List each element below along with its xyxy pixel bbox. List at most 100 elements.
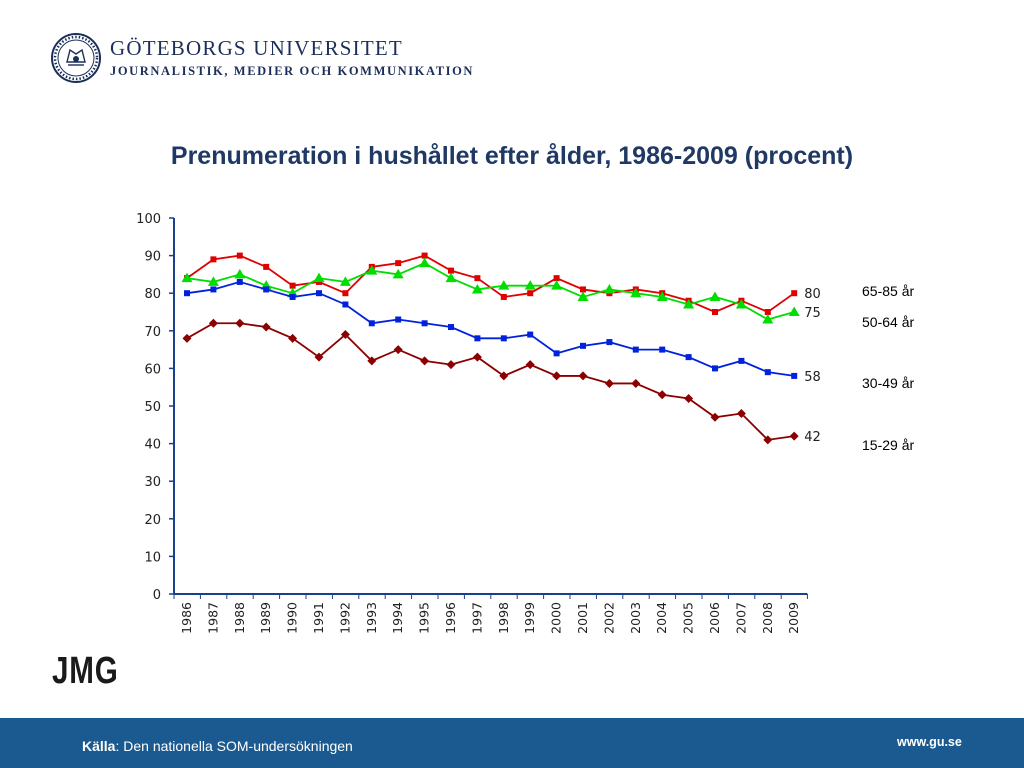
x-tick-label-1999: 1999 bbox=[522, 602, 537, 634]
series-1-point-2009 bbox=[788, 306, 800, 316]
series-1-point-1994 bbox=[392, 268, 404, 279]
series-2-point-2009 bbox=[791, 372, 798, 379]
series-2-point-1991 bbox=[316, 290, 322, 297]
series-2-point-2005 bbox=[685, 354, 692, 361]
department-name: JOURNALISTIK, MEDIER OCH KOMMUNIKATION bbox=[110, 64, 475, 78]
x-tick-label-2000: 2000 bbox=[549, 602, 564, 634]
x-tick-label-2004: 2004 bbox=[654, 602, 669, 634]
y-tick-label-90: 90 bbox=[144, 250, 161, 265]
series-3-point-1991 bbox=[314, 352, 324, 362]
series-3-point-1990 bbox=[288, 333, 298, 343]
series-1-point-1992 bbox=[339, 276, 351, 286]
series-2-point-2004 bbox=[659, 346, 666, 353]
series-0-point-1997 bbox=[474, 275, 481, 282]
series-0-point-2001 bbox=[580, 286, 586, 293]
y-tick-label-20: 20 bbox=[144, 513, 161, 528]
series-2-point-1993 bbox=[368, 320, 375, 327]
series-0-point-1994 bbox=[395, 260, 402, 267]
series-3-point-2005 bbox=[684, 393, 694, 403]
series-1-point-1986 bbox=[181, 272, 193, 283]
university-seal-icon bbox=[51, 33, 101, 83]
x-tick-label-1994: 1994 bbox=[390, 602, 405, 634]
series-2-point-1998 bbox=[500, 335, 507, 342]
series-1-point-1987 bbox=[207, 276, 219, 286]
series-0-point-1992 bbox=[342, 290, 349, 297]
university-name: GÖTEBORGS UNIVERSITET bbox=[110, 36, 403, 60]
series-2-point-1990 bbox=[289, 293, 296, 300]
x-tick-label-2008: 2008 bbox=[760, 602, 775, 634]
series-3-point-2009 bbox=[789, 431, 799, 441]
series-3-point-1995 bbox=[420, 356, 430, 366]
series-3-point-1988 bbox=[235, 318, 245, 328]
series-0-point-1987 bbox=[210, 256, 217, 263]
series-3-point-2007 bbox=[736, 409, 746, 419]
x-tick-label-2007: 2007 bbox=[733, 602, 748, 634]
series-1-point-2003 bbox=[630, 287, 642, 298]
series-1-point-1991 bbox=[313, 272, 325, 283]
series-0-point-2009 bbox=[791, 290, 798, 297]
x-tick-label-1986: 1986 bbox=[179, 602, 194, 634]
series-3-point-2002 bbox=[604, 378, 614, 388]
series-3-point-2003 bbox=[631, 378, 641, 388]
series-1-point-1997 bbox=[471, 283, 483, 294]
y-tick-label-10: 10 bbox=[144, 550, 161, 565]
series-2-point-1988 bbox=[236, 278, 243, 285]
y-tick-label-100: 100 bbox=[136, 212, 161, 227]
series-0-point-2008 bbox=[764, 309, 771, 315]
series-3-point-1997 bbox=[472, 352, 482, 362]
series-1-point-2006 bbox=[709, 291, 721, 301]
series-3-point-1986 bbox=[182, 333, 192, 343]
x-tick-label-1995: 1995 bbox=[417, 602, 432, 634]
x-tick-label-1993: 1993 bbox=[364, 602, 379, 634]
end-label-series-1: 75 bbox=[804, 306, 821, 321]
series-2-point-1997 bbox=[474, 335, 481, 342]
series-0-point-2006 bbox=[712, 309, 718, 315]
y-tick-label-40: 40 bbox=[144, 438, 161, 453]
legend-label-65-85: 65-85 år bbox=[862, 283, 915, 299]
series-3-point-1998 bbox=[499, 371, 509, 381]
series-1-point-2004 bbox=[656, 291, 668, 301]
legend-label-50-64: 50-64 år bbox=[862, 314, 915, 330]
x-tick-label-1988: 1988 bbox=[232, 602, 247, 634]
series-2-point-2001 bbox=[580, 342, 586, 349]
y-tick-label-30: 30 bbox=[144, 475, 161, 490]
series-1-point-2000 bbox=[551, 280, 563, 290]
x-tick-label-2005: 2005 bbox=[681, 602, 696, 634]
end-label-series-3: 42 bbox=[804, 430, 821, 445]
series-1-point-2005 bbox=[683, 298, 695, 309]
series-3-point-1993 bbox=[367, 356, 377, 366]
series-2-point-2007 bbox=[738, 357, 745, 364]
source-text: : Den nationella SOM-undersökningen bbox=[115, 738, 353, 754]
x-tick-label-1996: 1996 bbox=[443, 602, 458, 634]
source-label: Källa bbox=[82, 738, 116, 754]
series-3-point-2001 bbox=[578, 371, 588, 381]
end-label-series-2: 58 bbox=[804, 370, 821, 385]
y-tick-label-70: 70 bbox=[144, 325, 161, 340]
series-0-point-1995 bbox=[421, 252, 428, 259]
series-line-1 bbox=[186, 262, 795, 321]
x-tick-label-2001: 2001 bbox=[575, 602, 590, 634]
series-2-point-1992 bbox=[342, 301, 349, 308]
x-tick-label-1987: 1987 bbox=[205, 602, 220, 634]
line-chart: 0 10 20 30 40 50 60 70 80 90 100 1986 1987 1988 1989 19… bbox=[136, 212, 821, 634]
series-1-point-2007 bbox=[735, 298, 747, 309]
footer-bar: Källa: Den nationella SOM-undersökningen… bbox=[0, 718, 1024, 768]
series-line-0 bbox=[186, 254, 795, 314]
y-tick-label-50: 50 bbox=[144, 400, 161, 415]
y-tick-label-80: 80 bbox=[144, 287, 161, 302]
series-0-point-2000 bbox=[553, 275, 560, 282]
series-3-point-1996 bbox=[446, 360, 456, 370]
series-0-point-1999 bbox=[527, 290, 534, 297]
series-0-point-1990 bbox=[289, 282, 296, 289]
series-2-point-2006 bbox=[712, 365, 718, 372]
series-2-point-1999 bbox=[527, 331, 534, 338]
website-link[interactable]: www.gu.se bbox=[897, 735, 962, 749]
x-tick-label-1990: 1990 bbox=[285, 602, 300, 634]
series-2-point-2008 bbox=[764, 369, 771, 376]
x-tick-label-1991: 1991 bbox=[311, 602, 326, 634]
series-1-point-2001 bbox=[577, 291, 589, 301]
legend-label-15-29: 15-29 år bbox=[862, 437, 915, 453]
x-tick-label-1989: 1989 bbox=[258, 602, 273, 634]
series-3-point-1999 bbox=[525, 360, 535, 370]
series-2-point-1987 bbox=[210, 286, 217, 293]
